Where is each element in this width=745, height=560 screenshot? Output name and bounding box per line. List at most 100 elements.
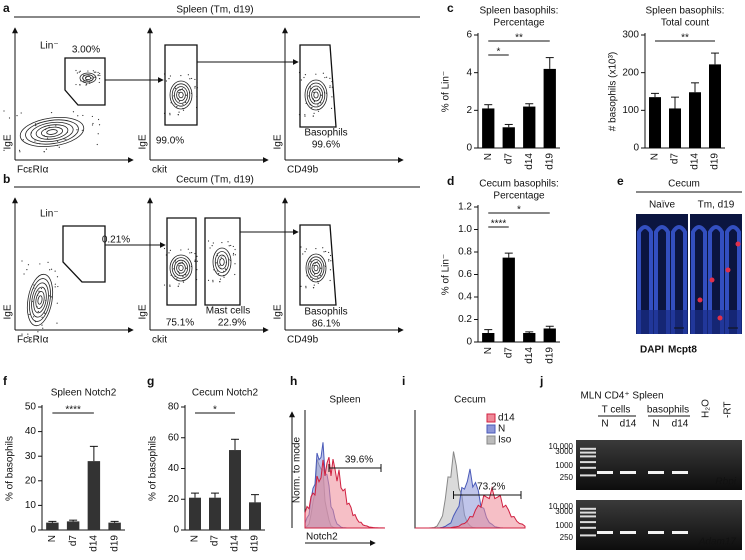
event-dot <box>8 117 11 119</box>
event-dot <box>308 268 311 270</box>
legend-label: Iso <box>498 435 512 446</box>
event-dot <box>187 74 189 76</box>
event-dot <box>317 282 319 284</box>
contour <box>304 79 328 111</box>
lumen <box>636 310 688 334</box>
event-dot <box>40 287 43 290</box>
contour <box>217 254 227 270</box>
bar <box>482 333 495 342</box>
event-dot <box>315 73 317 75</box>
flow-y-label: IgE <box>3 304 14 319</box>
gate-text: 0.21% <box>102 235 130 246</box>
y-axis-label: # basophils (x10³) <box>608 52 619 131</box>
x-tick-label: d14 <box>524 347 535 364</box>
flow-y-label: IgE <box>138 134 149 149</box>
event-dot <box>232 254 234 256</box>
contour <box>19 117 85 147</box>
event-dot <box>77 115 79 117</box>
event-dot <box>163 284 166 286</box>
y-tick-label: 50 <box>25 402 37 413</box>
pcr-band <box>672 471 688 474</box>
contour <box>41 126 63 138</box>
micrograph-label: Tm, d19 <box>698 200 735 211</box>
event-dot <box>165 80 167 82</box>
chart-title: Cecum Notch2 <box>192 388 259 399</box>
event-dot <box>329 85 331 87</box>
event-dot <box>194 260 196 263</box>
x-tick-label: d14 <box>524 153 535 170</box>
histogram-curve <box>415 486 526 529</box>
event-dot <box>309 104 311 106</box>
ladder-label: 250 <box>560 473 574 482</box>
contour <box>309 259 323 277</box>
event-dot <box>329 254 332 257</box>
y-tick-label: 0 <box>466 337 472 348</box>
event-dot <box>75 83 77 86</box>
event-dot <box>50 111 53 114</box>
event-dot <box>36 306 38 308</box>
event-dot <box>228 245 230 247</box>
event-dot <box>313 91 315 93</box>
event-dot <box>169 114 171 116</box>
bar <box>249 502 261 530</box>
contour <box>178 264 184 271</box>
x-tick-label: d7 <box>503 347 514 359</box>
bar <box>209 497 221 530</box>
contour <box>311 261 321 274</box>
event-dot <box>26 269 28 271</box>
event-dot <box>169 284 171 286</box>
event-dot <box>229 259 232 261</box>
pcr-band <box>648 471 664 474</box>
event-dot <box>207 240 210 242</box>
event-dot <box>21 333 23 335</box>
chart-title: Spleen basophils: <box>646 6 725 17</box>
pcr-band <box>620 471 636 474</box>
y-tick-label: 0 <box>466 143 472 154</box>
event-dot <box>189 252 191 254</box>
y-tick-label: 1.0 <box>458 224 472 235</box>
event-dot <box>99 74 101 77</box>
significance-label: * <box>213 405 217 416</box>
event-dot <box>37 310 39 313</box>
event-dot <box>90 80 93 82</box>
event-dot <box>190 265 193 268</box>
event-dot <box>309 87 312 89</box>
panel-letter: a <box>3 1 10 15</box>
ladder-band <box>580 507 596 510</box>
mcpt8-cell <box>735 241 741 247</box>
event-dot <box>66 131 69 133</box>
contour <box>176 262 186 274</box>
event-dot <box>212 279 214 281</box>
ladder-band <box>580 447 596 450</box>
bar <box>502 257 515 342</box>
contour <box>26 273 54 327</box>
event-dot <box>83 75 85 77</box>
event-dot <box>313 101 316 103</box>
ladder-band <box>580 466 596 469</box>
panel-letter: j <box>539 374 543 388</box>
event-dot <box>174 86 176 88</box>
event-dot <box>330 260 332 262</box>
event-dot <box>310 260 312 263</box>
bar <box>482 108 495 148</box>
event-dot <box>27 264 30 266</box>
event-dot <box>86 83 88 85</box>
x-tick-label: N <box>650 153 661 160</box>
contour <box>214 251 230 273</box>
event-dot <box>43 135 45 137</box>
x-tick-label: d19 <box>250 535 261 552</box>
event-dot <box>330 107 333 109</box>
bar <box>543 328 556 342</box>
event-dot <box>220 267 222 269</box>
event-dot <box>209 247 211 249</box>
bar <box>189 497 201 530</box>
y-tick-label: 0 <box>633 143 639 154</box>
flow-header: Cecum (Tm, d19) <box>176 175 254 186</box>
chart-title: Cecum basophils: <box>479 179 558 190</box>
ladder-band <box>580 521 596 524</box>
event-dot <box>56 322 58 324</box>
event-dot <box>317 276 319 278</box>
event-dot <box>220 256 222 258</box>
event-dot <box>174 103 176 105</box>
event-dot <box>196 255 198 257</box>
